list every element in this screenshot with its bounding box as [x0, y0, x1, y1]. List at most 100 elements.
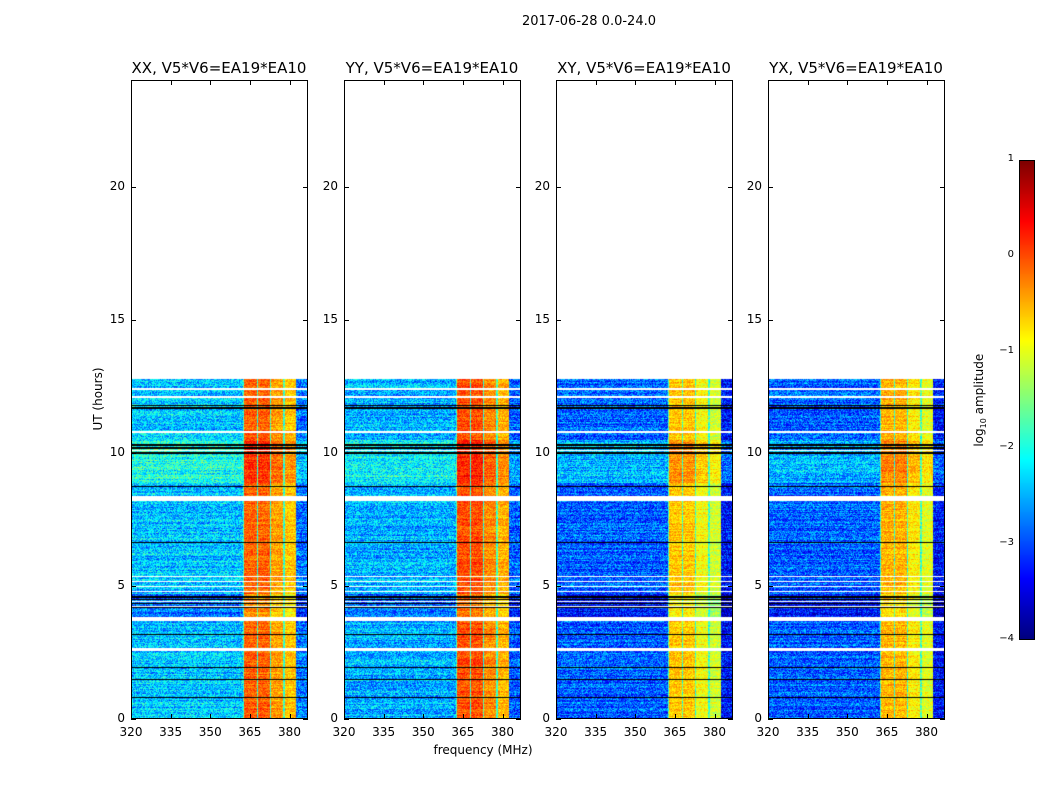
x-tick-mark	[674, 714, 676, 719]
y-tick-mark	[556, 319, 561, 321]
colorbar-tick-label: 0	[1007, 249, 1014, 260]
x-tick-mark-top	[170, 80, 172, 85]
x-tick-mark	[383, 714, 385, 719]
x-tick-label: 320	[544, 725, 568, 739]
y-tick-label: 0	[542, 711, 550, 725]
x-tick-label: 335	[796, 725, 820, 739]
y-tick-mark	[131, 186, 136, 188]
x-tick-mark	[131, 714, 132, 719]
x-tick-mark-top	[635, 80, 637, 85]
x-tick-label: 365	[875, 725, 899, 739]
y-tick-mark	[344, 452, 349, 454]
y-tick-mark-right	[728, 319, 733, 321]
y-tick-mark-right	[728, 585, 733, 587]
colorbar-tick-label: −1	[999, 345, 1014, 356]
x-tick-mark-top	[847, 80, 849, 85]
y-tick-label: 0	[117, 711, 125, 725]
y-tick-mark-right	[516, 585, 521, 587]
y-tick-mark	[768, 319, 773, 321]
colorbar-label-rest: amplitude	[971, 353, 986, 419]
colorbar-label-sub: 10	[979, 418, 989, 429]
y-tick-mark	[768, 585, 773, 587]
y-tick-mark-right	[516, 719, 521, 720]
x-tick-mark	[289, 714, 291, 719]
colorbar-gradient	[1020, 161, 1034, 639]
x-tick-label: 365	[451, 725, 475, 739]
x-tick-mark-top	[462, 80, 464, 85]
x-tick-mark	[210, 714, 212, 719]
y-tick-label: 20	[322, 178, 338, 193]
y-tick-label: 5	[542, 577, 550, 592]
y-tick-mark	[556, 719, 561, 720]
y-tick-label: 20	[109, 178, 125, 193]
y-tick-mark	[556, 186, 561, 188]
colorbar-tick-label: −3	[999, 537, 1014, 548]
y-tick-mark-right	[940, 452, 945, 454]
x-tick-mark-top	[674, 80, 676, 85]
y-tick-mark-right	[940, 186, 945, 188]
x-tick-label: 380	[491, 725, 514, 739]
x-tick-mark-top	[289, 80, 291, 85]
x-tick-label: 380	[915, 725, 938, 739]
y-tick-mark-right	[940, 719, 945, 720]
colorbar-tick-label: −4	[999, 633, 1014, 644]
x-tick-label: 350	[835, 725, 859, 739]
x-tick-mark	[926, 714, 928, 719]
y-tick-label: 5	[117, 577, 125, 592]
spectrogram-panel	[556, 80, 733, 719]
y-tick-label: 5	[754, 577, 762, 592]
y-tick-mark	[131, 585, 136, 587]
y-tick-mark-right	[940, 585, 945, 587]
y-tick-label: 5	[330, 577, 338, 592]
y-tick-mark-right	[940, 319, 945, 321]
y-tick-mark	[131, 452, 136, 454]
y-tick-mark-right	[303, 319, 308, 321]
y-tick-mark-right	[728, 452, 733, 454]
figure-title: 2017-06-28 0.0-24.0	[522, 14, 656, 29]
y-tick-mark	[768, 719, 773, 720]
x-tick-label: 320	[756, 725, 780, 739]
x-tick-mark	[595, 714, 597, 719]
x-tick-mark-top	[383, 80, 385, 85]
colorbar-label: log10 amplitude	[972, 340, 988, 460]
x-tick-mark-top	[595, 80, 597, 85]
x-tick-mark-top	[556, 80, 557, 85]
x-tick-mark-top	[423, 80, 425, 85]
x-tick-mark-top	[768, 80, 769, 85]
y-tick-mark	[344, 319, 349, 321]
y-tick-label: 15	[109, 311, 125, 326]
x-tick-mark	[886, 714, 888, 719]
y-tick-mark	[768, 186, 773, 188]
spectrogram-panel	[344, 80, 521, 719]
y-tick-label: 0	[330, 711, 338, 725]
x-tick-mark	[170, 714, 172, 719]
y-tick-mark	[344, 585, 349, 587]
x-tick-label: 320	[119, 725, 143, 739]
y-tick-mark	[131, 319, 136, 321]
x-tick-mark	[635, 714, 637, 719]
x-tick-mark	[344, 714, 345, 719]
panel-title: XY, V5*V6=EA19*EA10	[557, 59, 731, 77]
y-tick-label: 20	[746, 178, 762, 193]
y-tick-mark-right	[516, 319, 521, 321]
x-tick-label: 365	[238, 725, 262, 739]
spectrogram-panel	[768, 80, 945, 719]
y-tick-label: 10	[534, 444, 550, 459]
x-tick-label: 335	[159, 725, 183, 739]
y-tick-mark-right	[303, 585, 308, 587]
y-tick-mark-right	[303, 719, 308, 720]
colorbar-label-log: log	[971, 428, 986, 447]
heatmap-yx	[769, 81, 944, 718]
x-tick-mark	[462, 714, 464, 719]
x-tick-mark	[714, 714, 716, 719]
x-tick-label: 365	[663, 725, 687, 739]
panel-title: XX, V5*V6=EA19*EA10	[131, 59, 307, 77]
x-tick-mark-top	[502, 80, 504, 85]
y-tick-label: 15	[746, 311, 762, 326]
heatmap-xy	[557, 81, 732, 718]
y-tick-label: 15	[322, 311, 338, 326]
y-tick-label: 10	[322, 444, 338, 459]
x-tick-label: 335	[584, 725, 608, 739]
spectrogram-panel	[131, 80, 308, 719]
